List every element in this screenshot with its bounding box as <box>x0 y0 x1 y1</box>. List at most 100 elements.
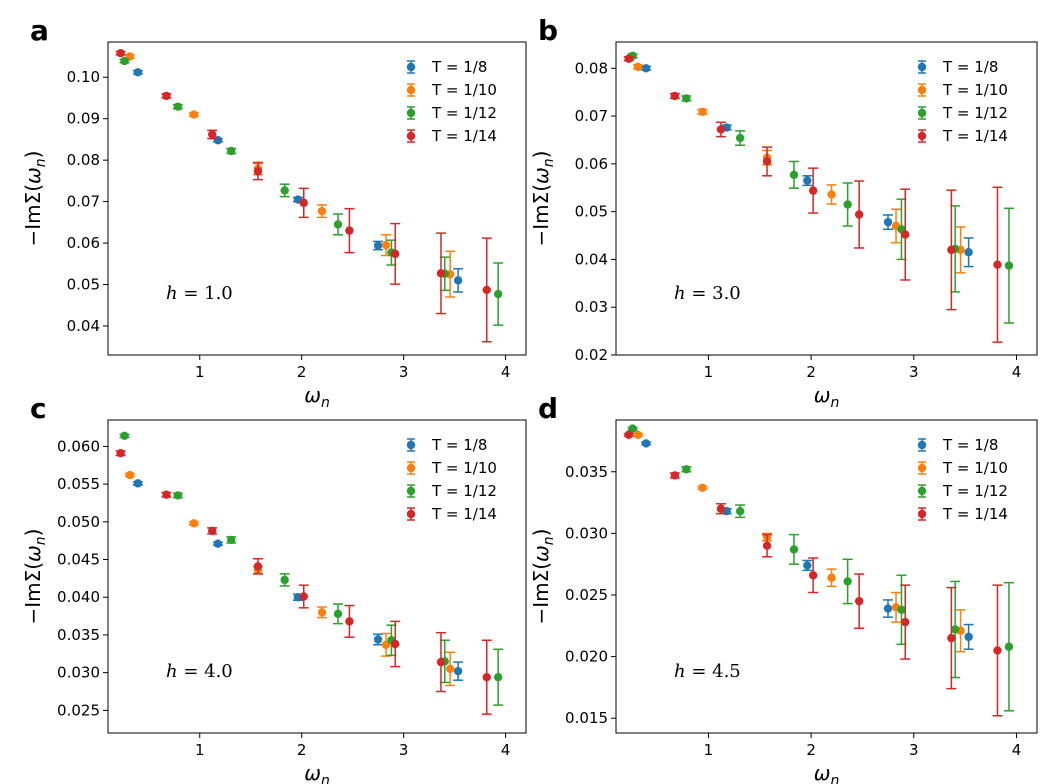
legend-marker <box>917 463 927 473</box>
data-point <box>901 230 910 239</box>
data-point <box>213 539 223 548</box>
legend-marker <box>917 85 927 95</box>
data-point <box>1004 261 1014 270</box>
y-tick-label: 0.060 <box>57 437 100 455</box>
data-point <box>964 632 973 642</box>
y-tick-label: 0.07 <box>575 107 608 125</box>
x-tick-label: 1 <box>195 363 205 381</box>
data-point <box>133 479 143 488</box>
data-point <box>253 562 263 571</box>
data-point <box>897 605 906 614</box>
data-point <box>808 186 818 195</box>
y-tick-label: 0.050 <box>57 513 100 531</box>
data-point <box>373 241 383 250</box>
legend-label: T = 1/14 <box>431 505 497 523</box>
legend-marker <box>406 509 416 519</box>
h-annotation: h = 4.0 <box>166 661 233 682</box>
series-4 <box>115 448 492 715</box>
h-annotation: h = 3.0 <box>674 283 741 304</box>
y-axis-label: −ImΣ(ωn) <box>529 528 557 624</box>
x-tick-label: 2 <box>806 363 816 381</box>
data-point <box>333 609 343 619</box>
x-axis-label: ωn <box>814 383 840 411</box>
y-tick-label: 0.045 <box>57 551 100 569</box>
data-point <box>482 672 491 682</box>
series-3 <box>119 431 504 706</box>
legend-marker <box>406 108 416 118</box>
legend-marker <box>917 440 927 450</box>
legend-label: T = 1/8 <box>942 436 998 454</box>
panel-letter: d <box>538 392 558 425</box>
legend-marker <box>917 486 927 496</box>
data-point <box>789 545 799 554</box>
data-point <box>641 64 651 73</box>
x-axis-label: ωn <box>304 383 330 411</box>
data-point <box>317 206 327 216</box>
y-tick-label: 0.040 <box>57 588 100 606</box>
data-point <box>843 577 852 586</box>
legend-marker <box>917 108 927 118</box>
y-tick-label: 0.015 <box>565 709 608 727</box>
plot-frame <box>615 419 1038 734</box>
data-point <box>207 130 217 139</box>
x-tick-label: 4 <box>501 741 511 759</box>
data-point <box>133 68 143 77</box>
x-tick-label: 1 <box>704 741 714 759</box>
data-point <box>120 56 129 66</box>
data-point <box>947 633 956 643</box>
data-point <box>716 125 726 134</box>
plot-frame <box>107 41 527 356</box>
data-point <box>682 94 691 103</box>
data-point <box>883 604 893 613</box>
data-point <box>843 200 852 209</box>
data-point <box>227 146 236 156</box>
y-tick-label: 0.03 <box>575 298 608 316</box>
data-point <box>698 107 707 116</box>
legend-label: T = 1/12 <box>942 482 1008 500</box>
series-4 <box>623 54 1003 343</box>
data-point <box>762 157 772 166</box>
y-axis-label: −ImΣ(ωn) <box>529 150 557 246</box>
data-point <box>735 133 745 143</box>
data-point <box>390 249 400 259</box>
data-point <box>299 198 308 208</box>
y-tick-label: 0.06 <box>575 155 608 173</box>
data-point <box>624 54 633 63</box>
y-tick-label: 0.04 <box>575 250 608 268</box>
legend-marker <box>406 463 416 473</box>
data-point <box>453 276 463 285</box>
data-point <box>641 439 651 448</box>
y-tick-label: 0.055 <box>57 475 100 493</box>
series-3 <box>119 56 504 326</box>
legend-label: T = 1/10 <box>942 459 1008 477</box>
y-tick-label: 0.035 <box>565 463 608 481</box>
data-point <box>390 639 400 649</box>
data-point <box>173 102 183 111</box>
data-point <box>883 217 893 227</box>
plot-frame <box>615 41 1038 356</box>
legend: T = 1/8 T = 1/10 T = 1/12 T = 1/14 <box>917 436 1008 523</box>
h-annotation: h = 4.5 <box>674 661 741 682</box>
series-1 <box>641 439 974 650</box>
panel-letter: a <box>30 14 49 47</box>
x-tick-label: 3 <box>399 741 409 759</box>
data-point <box>436 657 446 667</box>
data-point <box>280 575 289 585</box>
data-point <box>993 646 1002 655</box>
data-point <box>735 506 745 516</box>
y-tick-label: 0.08 <box>575 59 608 77</box>
data-point <box>964 248 973 257</box>
data-point <box>682 465 691 474</box>
legend: T = 1/8 T = 1/10 T = 1/12 T = 1/14 <box>917 58 1008 145</box>
series-1 <box>132 68 464 293</box>
series-2 <box>124 470 456 687</box>
x-tick-label: 2 <box>297 363 307 381</box>
data-point <box>317 608 327 617</box>
x-tick-label: 1 <box>195 741 205 759</box>
legend-marker <box>406 486 416 496</box>
x-tick-label: 1 <box>704 363 714 381</box>
data-point <box>493 289 503 299</box>
data-point <box>854 210 864 219</box>
legend-label: T = 1/10 <box>431 459 497 477</box>
